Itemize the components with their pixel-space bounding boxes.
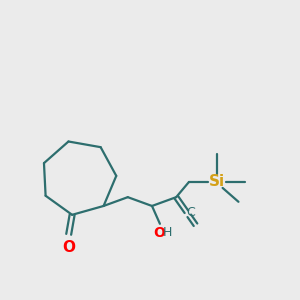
Text: O: O	[62, 240, 75, 255]
Text: Si: Si	[208, 175, 225, 190]
Text: O: O	[153, 226, 165, 240]
Text: H: H	[163, 226, 172, 239]
Text: C: C	[186, 206, 195, 219]
